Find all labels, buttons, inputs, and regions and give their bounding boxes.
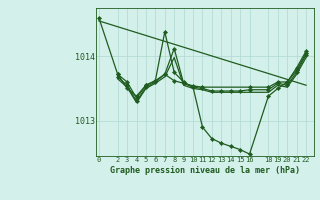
X-axis label: Graphe pression niveau de la mer (hPa): Graphe pression niveau de la mer (hPa)	[110, 166, 300, 175]
